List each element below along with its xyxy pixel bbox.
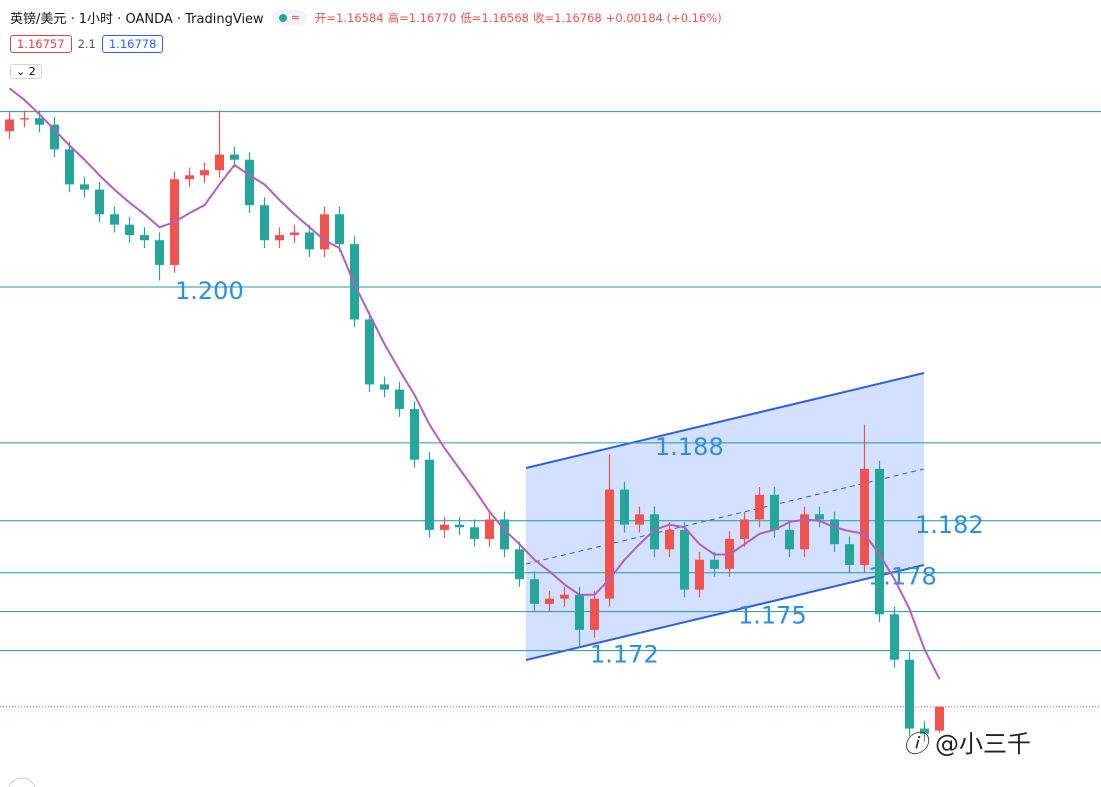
candle-body	[770, 494, 779, 530]
moving-average	[8, 87, 941, 680]
candle-body	[155, 240, 164, 265]
bid[interactable]: 1.16757	[10, 35, 72, 53]
candle-body	[935, 706, 944, 731]
candle-body	[575, 594, 584, 630]
candle-body	[530, 579, 539, 604]
watermark: ⓘ @小三千	[903, 730, 1031, 758]
candle-body	[65, 149, 74, 185]
candle-body	[830, 519, 839, 545]
level-label: 1.175	[738, 602, 807, 630]
candle-body	[785, 529, 794, 550]
candle-body	[275, 235, 284, 241]
symbol: 英镑/美元 · 1小时 · OANDA · TradingView	[10, 12, 264, 27]
candle-body	[335, 214, 344, 245]
candle-body	[230, 154, 239, 160]
ask[interactable]: 1.16778	[101, 35, 164, 53]
candle-body	[365, 319, 374, 385]
candle-body	[845, 544, 854, 565]
candle-body	[470, 527, 479, 539]
quote-item: 高=1.16770	[387, 10, 457, 25]
candle-body	[590, 598, 599, 630]
candle-body	[920, 728, 929, 734]
candle-body	[50, 124, 59, 150]
price-row: 1.16757 2.1 1.16778	[10, 35, 164, 53]
quote-item: +0.00184 (+0.16%)	[605, 10, 722, 25]
candle-body	[710, 559, 719, 569]
candle-body	[95, 189, 104, 215]
candle-body	[875, 468, 884, 615]
candle-body	[635, 514, 644, 525]
spread: 2.1	[77, 37, 96, 51]
quote-item: 开=1.16584	[314, 10, 384, 25]
candle-body	[125, 224, 134, 236]
candle-body	[395, 389, 404, 410]
level-label: 1.200	[175, 277, 244, 305]
quote-item: 低=1.16568	[460, 10, 530, 25]
level-label: 1.188	[655, 433, 724, 461]
candle-body	[665, 529, 674, 550]
candle-body	[695, 559, 704, 590]
candle-body	[290, 232, 299, 236]
candle-body	[440, 524, 449, 530]
candle-body	[860, 468, 869, 565]
corner-icon	[8, 777, 36, 787]
level-label: 1.172	[590, 641, 659, 669]
header: 英镑/美元 · 1小时 · OANDA · TradingView ≈ 开=1.…	[10, 8, 726, 27]
candle-body	[515, 549, 524, 580]
candle-body	[80, 184, 89, 190]
candle-body	[260, 205, 269, 241]
candle-body	[35, 118, 44, 125]
channel-bottom	[525, 564, 925, 661]
candle-body	[815, 514, 824, 520]
candle-body	[110, 214, 119, 225]
candle-body	[500, 519, 509, 550]
candle-body	[380, 384, 389, 390]
candle-body	[215, 154, 224, 171]
candle-body	[455, 524, 464, 528]
candle-body	[425, 459, 434, 530]
candle-body	[800, 514, 809, 550]
quote-item: 收=1.16768	[533, 10, 602, 25]
candle-body	[200, 170, 209, 176]
indicator-toggle[interactable]: ⌄ 2	[10, 64, 42, 79]
candle-body	[545, 598, 554, 604]
candle-body	[185, 175, 194, 180]
watermark-text: @小三千	[935, 730, 1031, 758]
candle-body	[620, 489, 629, 525]
candle-body	[320, 214, 329, 250]
candle-body	[20, 118, 29, 120]
indicator-count: 2	[28, 65, 36, 78]
candle-body	[410, 409, 419, 460]
status-pill[interactable]: ≈	[271, 10, 307, 25]
candle-body	[650, 514, 659, 550]
candle-body	[755, 494, 764, 520]
candle-body	[890, 614, 899, 660]
channel-top	[525, 372, 925, 469]
candle-body	[740, 519, 749, 539]
candle-body	[905, 659, 914, 729]
candle-body	[245, 159, 254, 206]
candle-body	[605, 489, 614, 599]
candle-body	[305, 232, 314, 250]
candle-body	[560, 594, 569, 599]
level-label: 1.182	[915, 511, 984, 539]
channel	[525, 372, 925, 661]
quote: 开=1.16584 高=1.16770 低=1.16568 收=1.16768 +0.0…	[315, 10, 726, 26]
candle-body	[140, 235, 149, 241]
candle-body	[5, 119, 14, 132]
candle-body	[485, 519, 494, 539]
candle-body	[680, 529, 689, 590]
